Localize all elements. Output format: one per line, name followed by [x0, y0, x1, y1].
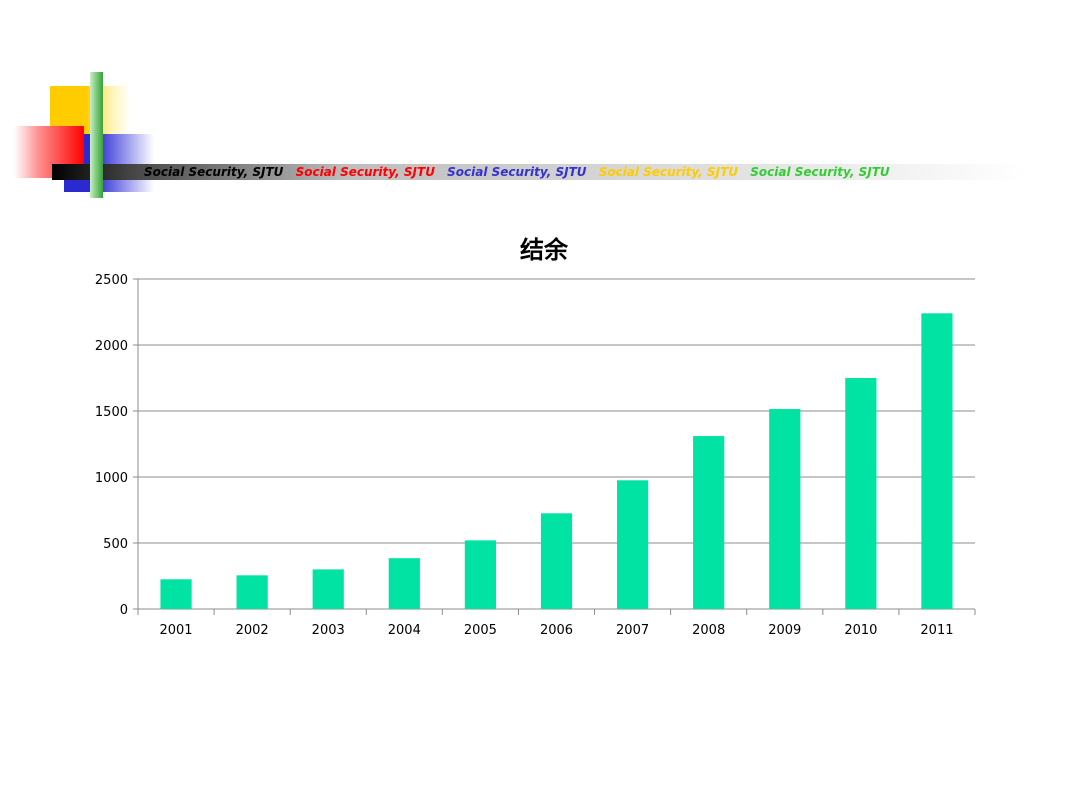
x-tick-label: 2003 [312, 623, 345, 638]
y-tick-label: 2500 [95, 273, 128, 288]
bar-2006 [540, 513, 573, 609]
x-tick-label: 2009 [768, 623, 801, 638]
y-tick-label: 0 [120, 603, 128, 618]
x-tick-label: 2007 [616, 623, 649, 638]
bar-2004 [388, 558, 420, 609]
tagline-green: Social Security, SJTU [750, 165, 890, 179]
header-tagline: Social Security, SJTU Social Security, S… [144, 165, 898, 179]
bar-2003 [312, 569, 344, 609]
chart-title: 结余 [520, 236, 568, 264]
x-tick-label: 2002 [236, 623, 269, 638]
y-tick-label: 2000 [95, 339, 128, 354]
bar-2007 [616, 480, 649, 609]
x-tick-label: 2001 [159, 623, 192, 638]
x-tick-label: 2008 [692, 623, 725, 638]
bar-2011 [921, 313, 953, 609]
header-banner [52, 164, 1027, 180]
tagline-yellow: Social Security, SJTU [598, 165, 739, 179]
bar-2002 [236, 575, 268, 609]
y-tick-label: 1500 [95, 405, 128, 420]
decorative-green-bar [90, 72, 103, 198]
x-tick-label: 2011 [920, 623, 953, 638]
tagline-red: Social Security, SJTU [295, 165, 435, 179]
bar-2009 [769, 409, 801, 609]
x-tick-label: 2006 [540, 623, 573, 638]
x-tick-label: 2004 [388, 623, 421, 638]
bar-2008 [693, 436, 725, 609]
bar-2005 [464, 540, 497, 609]
bar-2010 [845, 378, 877, 609]
bar-2001 [160, 579, 192, 609]
x-tick-label: 2005 [464, 623, 497, 638]
x-tick-label: 2010 [844, 623, 877, 638]
y-tick-label: 1000 [95, 471, 128, 486]
tagline-black: Social Security, SJTU [144, 165, 284, 179]
y-tick-label: 500 [103, 537, 128, 552]
tagline-blue: Social Security, SJTU [447, 165, 587, 179]
